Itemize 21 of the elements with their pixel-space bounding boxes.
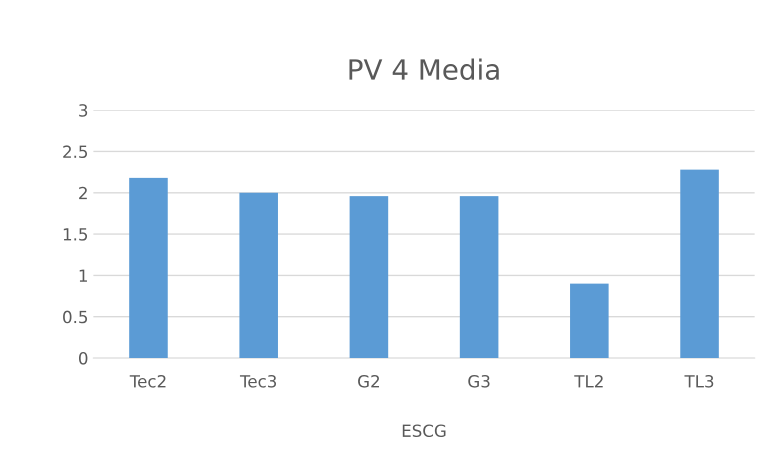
x-tick-label: Tec2 <box>130 374 166 388</box>
x-tick-label: G2 <box>358 374 379 388</box>
x-tick-label: TL3 <box>684 374 714 388</box>
y-tick-label: 0.5 <box>63 310 88 324</box>
bar <box>129 178 168 358</box>
bar <box>570 284 609 358</box>
x-axis-title: ESCG <box>402 424 446 438</box>
y-tick-label: 2.5 <box>63 145 88 158</box>
y-tick-label: 3 <box>79 104 88 117</box>
x-tick-label: TL2 <box>574 374 603 388</box>
y-tick-label: 0 <box>78 352 88 365</box>
bar <box>680 170 719 358</box>
y-tick-label: 2 <box>79 186 87 200</box>
bar <box>350 196 388 358</box>
bar <box>460 196 498 358</box>
chart-title: PV 4 Media <box>349 58 499 80</box>
bar <box>239 192 278 358</box>
x-tick-label: Tec3 <box>240 374 276 388</box>
y-tick-label: 1.5 <box>64 228 88 241</box>
x-tick-label: G3 <box>468 374 490 388</box>
y-tick-label: 1 <box>80 270 87 282</box>
